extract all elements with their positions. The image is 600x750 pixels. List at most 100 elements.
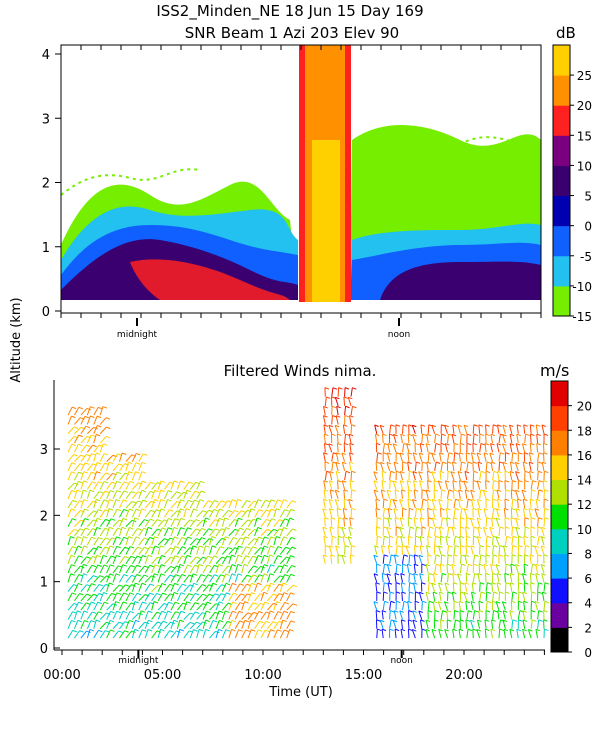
wind-barb bbox=[501, 601, 506, 611]
wind-barb-flag bbox=[251, 629, 256, 632]
wind-barb bbox=[125, 546, 131, 555]
wind-barb bbox=[209, 593, 216, 602]
wind-barb-flag bbox=[93, 593, 98, 597]
wind-barb-flag bbox=[246, 583, 251, 587]
wind-barb bbox=[183, 536, 189, 546]
wind-barb-flag bbox=[522, 573, 527, 576]
wind-barb bbox=[86, 481, 93, 490]
wind-barb-flag bbox=[85, 527, 90, 531]
wind-barb-flag bbox=[447, 498, 453, 502]
wind-barb-flag bbox=[232, 601, 237, 605]
wind-barb-flag bbox=[260, 565, 265, 569]
wind-barb bbox=[138, 462, 143, 472]
wind-barb bbox=[93, 509, 99, 518]
wind-barb-flag bbox=[99, 583, 104, 587]
wind-barb-flag bbox=[402, 424, 408, 427]
wind-barb-flag bbox=[473, 479, 478, 483]
wind-barb bbox=[131, 564, 138, 574]
wind-barb bbox=[189, 583, 195, 592]
wind-barb-flag bbox=[238, 545, 243, 549]
wind-barb bbox=[241, 536, 246, 546]
wind-barb bbox=[375, 610, 378, 620]
wind-barb-flag bbox=[110, 629, 115, 632]
wind-barb-flag bbox=[194, 592, 200, 596]
wind-barb bbox=[478, 601, 481, 611]
wind-barb-flag bbox=[324, 433, 329, 437]
wind-barb-flag bbox=[413, 452, 418, 455]
wind-barb-flag bbox=[409, 526, 415, 529]
wind-barb bbox=[381, 629, 384, 639]
wind-barb-flag bbox=[476, 480, 482, 483]
wind-barb bbox=[485, 591, 488, 601]
wind-barb bbox=[74, 555, 80, 564]
wind-barb-flag bbox=[444, 582, 450, 585]
wind-barb bbox=[157, 555, 163, 564]
wind-barb-flag bbox=[174, 518, 180, 521]
wind-barb-flag bbox=[135, 508, 141, 512]
wind-barb-flag bbox=[486, 535, 492, 539]
wind-barb bbox=[247, 619, 252, 629]
wind-barb bbox=[439, 526, 442, 536]
wind-barb-flag bbox=[384, 507, 389, 511]
wind-barb bbox=[431, 517, 436, 527]
wind-barb bbox=[286, 620, 292, 629]
wind-barb-flag bbox=[415, 535, 420, 539]
wind-barb bbox=[273, 611, 279, 620]
wind-barb-flag bbox=[103, 554, 108, 558]
wind-barb bbox=[349, 452, 352, 462]
wind-barb bbox=[202, 619, 207, 629]
wind-barb-flag bbox=[396, 600, 401, 604]
wind-barb-flag bbox=[154, 545, 160, 549]
wind-barb bbox=[86, 620, 92, 629]
wind-barb bbox=[157, 592, 164, 602]
wind-barb bbox=[419, 480, 423, 490]
wind-barb bbox=[189, 519, 197, 527]
wind-x-tick-label: 05:00 bbox=[144, 668, 181, 683]
wind-barb bbox=[392, 620, 397, 629]
wind-barb-flag bbox=[468, 563, 473, 567]
wind-barb bbox=[273, 621, 280, 630]
wind-barb bbox=[470, 545, 474, 555]
wind-barb-flag bbox=[176, 565, 181, 568]
wind-barb bbox=[492, 536, 494, 546]
wind-barb bbox=[349, 443, 352, 453]
wind-barb bbox=[215, 629, 220, 639]
wind-barb bbox=[437, 480, 442, 490]
wind-barb-flag bbox=[538, 582, 543, 585]
wind-y-tick-label: 0 bbox=[40, 642, 48, 657]
wind-barb-flag bbox=[332, 415, 337, 418]
wind-barb bbox=[93, 425, 98, 434]
wind-barb bbox=[382, 517, 385, 527]
wind-barb-flag bbox=[208, 593, 214, 597]
wind-colorbar-label: 4 bbox=[584, 597, 592, 611]
wind-barb bbox=[119, 481, 125, 490]
wind-barb-flag bbox=[144, 519, 149, 522]
wind-barb-flag bbox=[77, 545, 83, 549]
wind-barb bbox=[509, 434, 513, 444]
wind-barb bbox=[67, 620, 72, 629]
wind-barb bbox=[444, 425, 448, 434]
wind-barb-flag bbox=[386, 461, 392, 465]
wind-barb-flag bbox=[505, 489, 510, 492]
wind-barb bbox=[452, 629, 455, 639]
wind-colorbar-segment bbox=[551, 430, 568, 456]
wind-barb-flag bbox=[291, 500, 297, 503]
wind-barb bbox=[221, 527, 227, 537]
wind-barb-flag bbox=[239, 620, 244, 623]
wind-barb-flag bbox=[538, 517, 543, 520]
wind-barb-flag bbox=[439, 591, 444, 595]
wind-barb-flag bbox=[399, 452, 405, 455]
wind-barb bbox=[335, 471, 339, 481]
wind-barb bbox=[170, 510, 178, 518]
wind-y-tick-label: 3 bbox=[40, 443, 48, 458]
wind-barb-flag bbox=[336, 452, 341, 455]
wind-barb bbox=[151, 556, 159, 565]
wind-barb-flag bbox=[535, 563, 541, 567]
wind-barb bbox=[80, 499, 85, 509]
wind-barb bbox=[86, 426, 95, 435]
wind-barb-flag bbox=[181, 546, 187, 549]
wind-barb bbox=[286, 555, 292, 564]
wind-barb-flag bbox=[425, 591, 431, 595]
wind-barb-flag bbox=[414, 600, 420, 604]
wind-barb bbox=[112, 471, 118, 481]
